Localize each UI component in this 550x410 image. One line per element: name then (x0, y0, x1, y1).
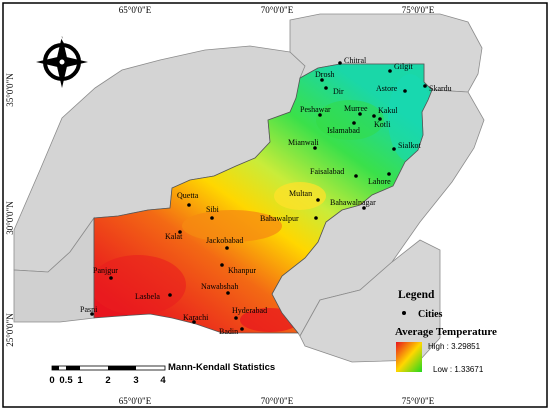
scale-bar: 0 0.5 1 2 3 4 Mann-Kendall Statistics (49, 362, 275, 386)
scale-tick-label: 4 (160, 375, 166, 386)
pakistan-boundary (93, 63, 433, 334)
city-drosh: Drosh (315, 70, 335, 82)
city-panjgur: Panjgur (93, 266, 118, 280)
scale-tick-label: 0 (49, 375, 54, 386)
lat-label: 30°0'0"N (5, 201, 15, 235)
city-lasbela: Lasbela (135, 292, 172, 301)
lon-label-bottom: 75°0'0"E (402, 396, 435, 406)
svg-text:Bahawalnagar: Bahawalnagar (330, 198, 376, 207)
city-bahawalnagar: Bahawalnagar (330, 198, 376, 210)
svg-text:Astore: Astore (376, 84, 398, 93)
city-chitral: Chitral (338, 56, 367, 65)
city-kotli: Kotli (374, 117, 391, 129)
city-karachi: Karachi (183, 313, 209, 324)
north-letter: N (59, 34, 66, 44)
city-hyderabad: Hyderabad (232, 306, 267, 320)
svg-text:Dir: Dir (333, 87, 344, 96)
city-sialkot: Sialkot (392, 141, 421, 151)
svg-text:Hyderabad: Hyderabad (232, 306, 267, 315)
lon-label-top: 65°0'0"E (119, 5, 152, 15)
svg-text:Faisalabad: Faisalabad (310, 167, 344, 176)
city-pasni: Pasni (80, 305, 98, 316)
scale-tick-label: 2 (105, 375, 110, 386)
city-multan: Multan (289, 189, 320, 202)
svg-text:Skardu: Skardu (429, 84, 452, 93)
svg-text:Drosh: Drosh (315, 70, 335, 79)
legend-high-label: High : 3.29851 (428, 342, 481, 351)
svg-text:Bahawalpur: Bahawalpur (260, 214, 299, 223)
svg-text:Lahore: Lahore (368, 177, 391, 186)
city-quetta: Quetta (177, 191, 199, 207)
lon-label-bottom: 70°0'0"E (261, 396, 294, 406)
svg-text:Jackobabad: Jackobabad (206, 236, 243, 245)
svg-text:Sialkot: Sialkot (398, 141, 421, 150)
city-islamabad: Islamabad (327, 121, 360, 135)
city-murree: Murree (344, 104, 368, 116)
lat-label: 35°0'0"N (5, 73, 15, 107)
svg-text:Panjgur: Panjgur (93, 266, 118, 275)
svg-text:Chitral: Chitral (344, 56, 367, 65)
svg-text:Kalat: Kalat (165, 232, 183, 241)
svg-text:Multan: Multan (289, 189, 312, 198)
svg-text:Quetta: Quetta (177, 191, 199, 200)
city-sibi: Sibi (206, 205, 220, 220)
city-badin: Badin (219, 327, 244, 336)
north-arrow-icon: N (36, 34, 88, 88)
city-peshawar: Peshawar (300, 105, 331, 117)
svg-text:Gilgit: Gilgit (394, 62, 413, 71)
scale-caption: Mann-Kendall Statistics (168, 362, 275, 373)
scale-tick-label: 0.5 (59, 375, 73, 386)
city-symbol-icon (402, 311, 406, 315)
city-gilgit: Gilgit (388, 62, 413, 73)
city-layer: Chitral Gilgit Drosh Astore Dir Skardu P… (80, 56, 452, 336)
city-bahawalpur: Bahawalpur (260, 214, 318, 223)
lat-label: 25°0'0"N (5, 313, 15, 347)
lon-label-top: 70°0'0"E (261, 5, 294, 15)
svg-text:Nawabshah: Nawabshah (201, 282, 238, 291)
svg-text:Lasbela: Lasbela (135, 292, 160, 301)
city-lahore: Lahore (368, 172, 391, 186)
city-dir: Dir (324, 86, 344, 96)
svg-text:Islamabad: Islamabad (327, 126, 360, 135)
city-faisalabad: Faisalabad (310, 167, 358, 178)
scale-tick-label: 1 (77, 375, 83, 386)
svg-text:Khanpur: Khanpur (228, 266, 256, 275)
svg-text:Kotli: Kotli (374, 120, 391, 129)
svg-text:Karachi: Karachi (183, 313, 209, 322)
city-kakul: Kakul (372, 106, 398, 118)
lon-label-bottom: 65°0'0"E (119, 396, 152, 406)
svg-text:Murree: Murree (344, 104, 368, 113)
city-skardu: Skardu (423, 84, 452, 93)
scale-tick-label: 3 (133, 375, 138, 386)
legend-low-label: Low : 1.33671 (433, 365, 484, 374)
city-nawabshah: Nawabshah (201, 282, 238, 295)
city-khanpur: Khanpur (220, 263, 256, 275)
lon-label-top: 75°0'0"E (402, 5, 435, 15)
svg-text:Peshawar: Peshawar (300, 105, 331, 114)
svg-text:Mianwali: Mianwali (288, 138, 319, 147)
city-astore: Astore (376, 84, 407, 93)
svg-text:Sibi: Sibi (206, 205, 220, 214)
legend-title: Legend (398, 289, 435, 301)
city-kalat: Kalat (165, 230, 183, 241)
svg-text:Badin: Badin (219, 327, 238, 336)
legend-cities-label: Cities (418, 309, 443, 320)
svg-text:Kakul: Kakul (378, 106, 398, 115)
svg-text:Pasni: Pasni (80, 305, 98, 314)
legend: Legend Cities Average Temperature High :… (395, 289, 497, 374)
legend-ramp-title: Average Temperature (395, 326, 497, 338)
city-mianwali: Mianwali (288, 138, 319, 150)
legend-color-ramp (396, 342, 422, 372)
city-jackobabad: Jackobabad (206, 236, 243, 250)
